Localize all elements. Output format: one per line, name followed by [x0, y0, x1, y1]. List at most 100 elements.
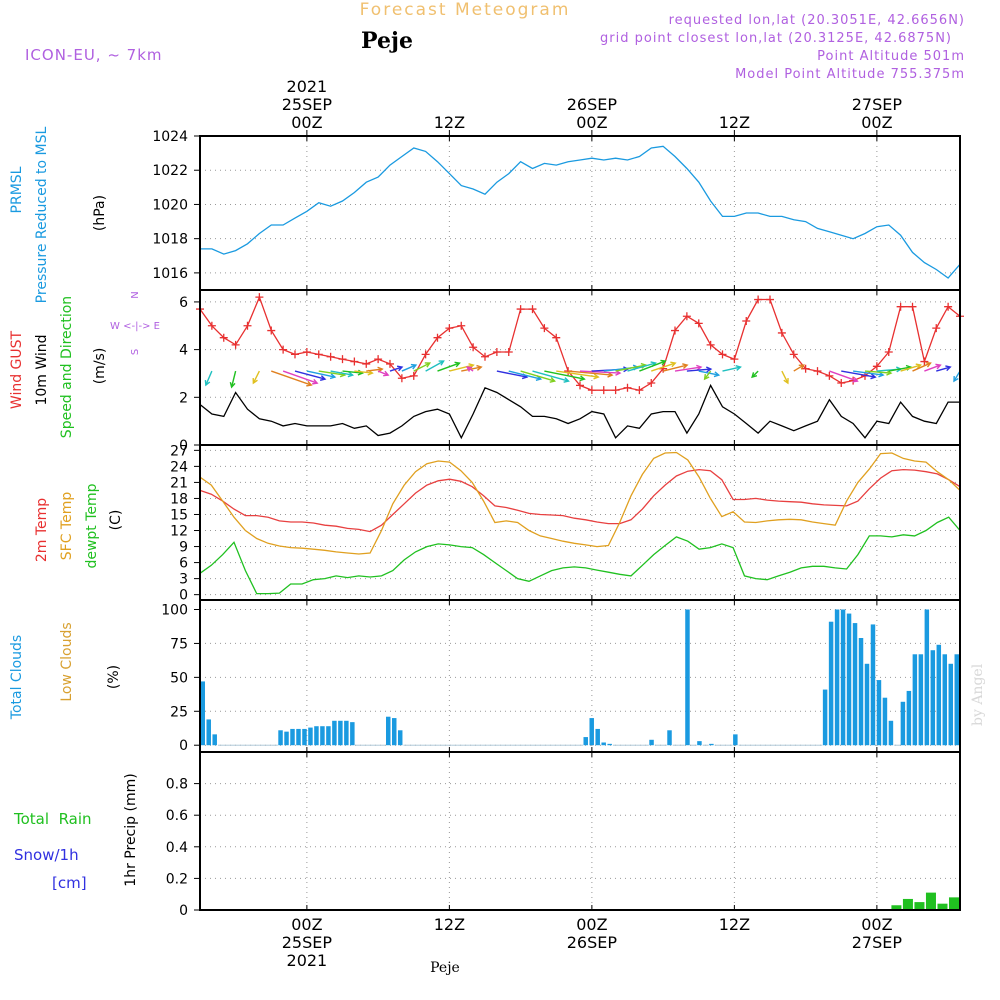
ytick-label: 27	[170, 443, 188, 459]
ytick-label: 0	[179, 438, 188, 454]
prmsl-label: PRMSL	[9, 166, 25, 213]
gust-marker	[207, 321, 216, 330]
wind-arrow-head	[424, 362, 432, 368]
gust-marker	[540, 324, 549, 333]
temp-ylabels: 2m Temp SFC Temp dewpt Temp (C)	[34, 483, 124, 568]
wind-arrow	[330, 370, 353, 376]
c-label: (C)	[108, 510, 124, 531]
ytick-label: 21	[170, 475, 188, 491]
gust-marker	[896, 302, 905, 311]
gust-marker	[445, 324, 454, 333]
wind-arrow	[306, 370, 336, 378]
wind-arrow	[568, 370, 613, 376]
cloud-bar	[583, 737, 588, 746]
dewpt-temp-series	[199, 516, 961, 595]
cloud-bar	[338, 720, 343, 746]
precip-panel: 0 0.2 0.4 0.6 0.8	[166, 751, 961, 919]
cloud-bar	[386, 716, 391, 746]
cloud-bar	[344, 720, 349, 746]
2m-temp-series	[199, 468, 961, 533]
precip-axis-label: 1hr Precip (mm)	[123, 773, 139, 886]
cloud-bar	[822, 689, 828, 746]
gust-label: Wind GUST	[9, 330, 25, 409]
bottom-date-label: 26SEP	[567, 933, 618, 952]
wind-arrow-head	[347, 371, 355, 378]
bottom-hour-label: 12Z	[719, 915, 750, 934]
wind-arrow	[704, 370, 712, 380]
cloud-bar	[314, 726, 319, 746]
wind-arrow	[627, 362, 656, 372]
cloud-bar	[936, 644, 942, 746]
compass-we: W <-|-> E	[110, 321, 160, 332]
wind-arrow	[651, 362, 676, 372]
gust-marker	[908, 302, 917, 311]
ytick-label: 0	[179, 738, 188, 754]
gust-marker	[576, 381, 584, 390]
ytick-label: 18	[170, 491, 188, 507]
precip-ylabels: Total Rain Snow/1h [cm] 1hr Precip (mm)	[13, 773, 139, 892]
top-hour-label: 00Z	[861, 113, 892, 132]
cloud-bar	[326, 726, 331, 746]
top-date-label: 25SEP	[282, 95, 333, 114]
cloud-bar	[828, 621, 834, 746]
wind-arrow-head	[852, 376, 859, 383]
top-hour-label: 00Z	[291, 113, 322, 132]
pct-label: (%)	[106, 665, 122, 689]
gust-marker	[457, 321, 466, 330]
panel-frame	[199, 135, 961, 291]
gust-marker	[884, 348, 893, 356]
wind-arrow	[496, 370, 528, 378]
wind-arrow-head	[696, 364, 703, 371]
total-rain-label: Total Rain	[13, 810, 92, 828]
gust-marker	[409, 371, 418, 380]
top-year-label: 2021	[287, 77, 328, 96]
ytick-label: 0.6	[166, 808, 188, 824]
ytick-label: 0.2	[166, 871, 188, 887]
cloud-bar	[685, 609, 690, 746]
cloud-bar	[332, 720, 337, 746]
credit-watermark: by Angel	[970, 663, 986, 726]
gust-marker	[552, 333, 561, 342]
top-hour-label: 00Z	[576, 113, 607, 132]
location-title: Peje	[361, 28, 413, 54]
cloud-bar	[649, 739, 654, 746]
wind-arrow	[437, 362, 460, 372]
low-cloud-label: Low Clouds	[59, 622, 75, 701]
gust-marker	[718, 350, 727, 359]
wind-arrow-head	[886, 369, 893, 376]
cloud-bar	[924, 609, 930, 746]
snow-label: Snow/1h	[14, 846, 79, 864]
wind-arrow-head	[798, 364, 806, 370]
gust-marker	[397, 374, 406, 383]
gust-marker	[231, 340, 240, 349]
hpa-label: (hPa)	[92, 195, 108, 231]
chart-title: Forecast Meteogram	[360, 0, 571, 20]
cloud-bar	[882, 697, 888, 746]
gust-marker	[350, 357, 359, 366]
rain-bar	[948, 897, 959, 910]
compass-n: N	[130, 291, 141, 298]
compass-s: S	[130, 349, 141, 355]
gust-marker	[920, 357, 929, 366]
cloud-bar	[852, 623, 858, 746]
gust-marker	[635, 386, 644, 395]
gust-marker	[932, 324, 941, 333]
cloud-bar	[397, 730, 403, 746]
wind-arrow-head	[312, 378, 319, 385]
wind-arrow	[853, 370, 884, 376]
bottom-date-label: 27SEP	[852, 933, 903, 952]
wind-arrow	[318, 370, 345, 376]
wind-arrow	[864, 370, 892, 374]
cloud-bar	[834, 609, 840, 746]
ytick-label: 0.8	[166, 777, 188, 793]
gust-marker	[481, 352, 489, 361]
rain-bar	[891, 905, 902, 910]
sfc-temp-series	[199, 451, 961, 555]
gust-marker	[754, 295, 763, 304]
cloud-bar	[278, 730, 283, 746]
gust-marker	[421, 350, 430, 359]
ytick-label: 0	[179, 588, 188, 604]
wind-arrow-head	[953, 376, 959, 383]
